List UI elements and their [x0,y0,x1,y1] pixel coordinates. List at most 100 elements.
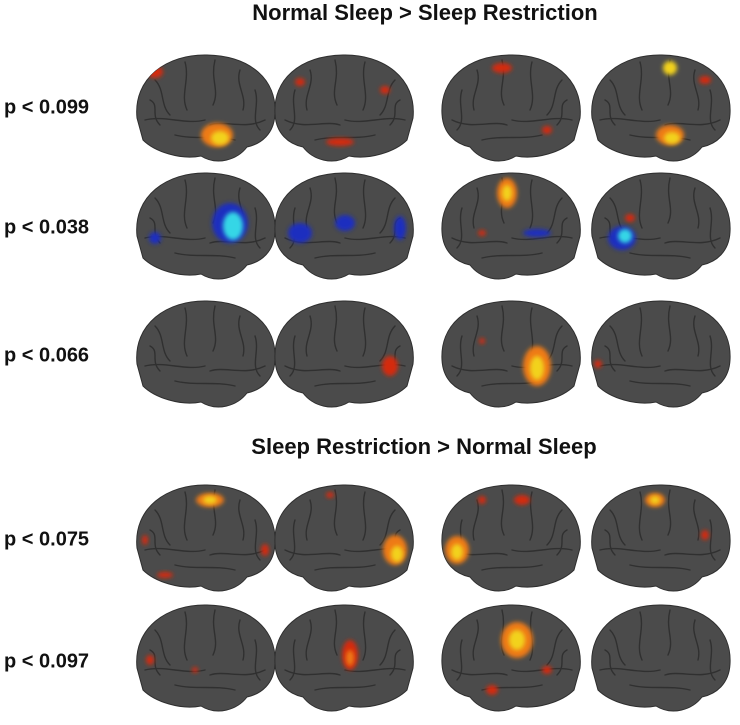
activation [391,546,403,562]
gyrus [238,619,245,661]
brain [591,54,731,162]
activation [142,535,148,545]
gyrus [556,529,568,556]
gyrus [183,61,188,111]
gyrus [693,315,700,357]
brain [591,484,731,592]
gyrus [709,89,716,131]
gyrus [362,611,367,661]
gyrus [638,491,643,541]
gyrus [149,99,161,126]
gyrus [314,564,376,571]
gyrus [289,639,296,681]
gyrus [333,489,338,536]
gyrus [183,179,188,229]
brain-surface [284,489,407,571]
gyrus [174,252,236,259]
gyrus [379,629,396,666]
brain-outline [274,484,414,592]
activation [146,655,154,665]
gyrus [154,197,171,234]
gyrus [254,335,261,377]
gyrus [183,611,188,661]
gyrus [556,649,568,676]
gyrus [238,499,245,541]
gyrus [289,519,296,561]
brain-surface [284,59,406,146]
gyrus [289,335,296,377]
brain [136,300,276,408]
gyrus [183,307,188,357]
row-label: p < 0.038 [4,216,89,238]
gyrus [314,684,376,691]
gyrus [709,335,716,377]
brain [441,604,581,712]
gyrus [379,79,396,116]
gyrus [174,380,236,387]
gyrus [481,134,543,141]
gyrus [472,187,479,229]
gyrus [154,629,171,666]
gyrus [344,363,406,369]
gyrus [472,69,479,111]
brain-outline [591,604,731,712]
brain-surface [451,305,573,387]
gyrus [638,307,643,357]
gyrus [599,117,661,123]
gyrus [362,307,367,357]
activation [346,650,354,666]
activation [663,61,677,75]
gyrus [209,365,266,372]
brain-surface [142,489,269,578]
gyrus [362,61,367,111]
gyrus [529,491,534,541]
brain [274,604,414,712]
gyrus [305,499,312,541]
brain-outline [591,172,731,280]
gyrus [456,335,463,377]
gyrus [604,649,616,676]
gyrus [472,499,479,541]
gyrus [149,529,161,556]
activation [625,214,635,222]
activation [502,185,512,201]
activation [326,492,334,498]
gyrus [604,99,616,126]
gyrus [667,177,672,224]
gyrus [154,325,171,362]
brain-outline [136,300,276,408]
gyrus [144,117,206,123]
gyrus [284,365,341,372]
gyrus [693,499,700,541]
row-label: p < 0.099 [4,96,89,118]
gyrus [344,117,406,123]
activation [509,630,525,650]
brain-surface [451,177,573,259]
brain-outline [441,300,581,408]
brain-surface [144,177,266,259]
gyrus [664,119,721,126]
activation [147,66,163,78]
gyrus [556,345,568,372]
brain-outline [441,172,581,280]
brain [591,604,731,712]
brain-outline [591,484,731,592]
activation [542,666,552,674]
gyrus [481,564,543,571]
gyrus [667,489,672,536]
gyrus [284,549,341,556]
gyrus [254,519,261,561]
gyrus [609,79,626,116]
gyrus [511,235,573,241]
activation [382,356,398,376]
row-label: p < 0.066 [4,344,89,366]
brain-surface [594,305,721,387]
brain-surface [284,305,406,387]
activation [394,216,406,240]
gyrus [456,207,463,249]
brain [274,54,414,162]
gyrus [144,363,206,369]
gyrus [362,491,367,541]
brain-surface [599,177,721,259]
brain-images [136,54,731,712]
